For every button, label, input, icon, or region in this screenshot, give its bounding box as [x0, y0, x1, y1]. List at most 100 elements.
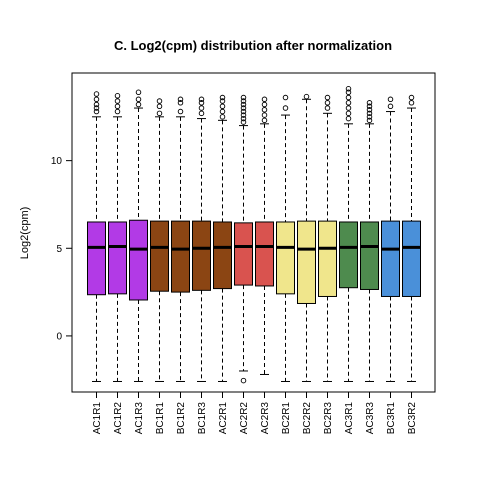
- box: [381, 220, 400, 297]
- outlier-point: [240, 115, 247, 122]
- outlier-point: [240, 98, 247, 104]
- outlier-point: [240, 105, 247, 111]
- plot-frame: [71, 72, 436, 393]
- box: [318, 220, 337, 297]
- x-tick-label: AC3R3: [365, 402, 376, 435]
- outlier-point: [366, 107, 373, 113]
- x-tick-label: AC1R2: [113, 402, 124, 435]
- y-tick-label: 0: [56, 331, 62, 342]
- outlier-point: [198, 105, 205, 111]
- outlier-point: [240, 119, 247, 125]
- x-tick-label: BC3R1: [386, 402, 397, 435]
- outlier-point: [261, 107, 268, 113]
- outlier-point: [345, 105, 352, 111]
- box: [192, 220, 211, 291]
- outlier-point: [198, 110, 205, 117]
- outlier-point: [135, 96, 142, 103]
- outlier-point: [177, 100, 184, 106]
- outlier-point: [219, 114, 226, 120]
- box: [297, 220, 316, 304]
- plot-area: 0 5 10 AC1R1 AC1R2 AC1R3 BC1R1 BC1R2 BC1R3 AC2R1 A…: [51, 72, 436, 435]
- y-axis-label: Log2(cpm): [19, 207, 31, 260]
- outlier-point: [324, 105, 331, 111]
- outlier-point: [366, 110, 373, 117]
- box: [213, 221, 232, 290]
- outlier-point: [345, 89, 352, 96]
- box: [150, 220, 169, 292]
- outlier-point: [198, 100, 205, 106]
- x-tick-label: BC1R2: [176, 402, 187, 435]
- x-tick-label: AC2R3: [260, 402, 271, 435]
- outlier-point: [114, 103, 121, 110]
- outlier-point: [366, 100, 373, 106]
- x-tick-label: BC2R1: [281, 402, 292, 435]
- x-tick-label: AC2R2: [239, 402, 250, 435]
- outlier-point: [345, 100, 352, 106]
- outlier-point: [408, 100, 415, 106]
- box: [129, 219, 148, 301]
- outlier-point: [177, 96, 184, 103]
- x-tick-label: AC3R1: [344, 402, 355, 435]
- outlier-point: [219, 108, 226, 115]
- box: [171, 220, 190, 293]
- outlier-point: [240, 108, 247, 115]
- outlier-point: [114, 98, 121, 104]
- x-tick-label: BC1R3: [197, 402, 208, 435]
- box: [276, 221, 295, 295]
- outlier-point: [93, 91, 100, 97]
- x-tick-label: BC2R3: [323, 402, 334, 435]
- box: [339, 221, 358, 289]
- outlier-point: [240, 112, 247, 118]
- outlier-point: [261, 117, 268, 124]
- outlier-point: [261, 112, 268, 118]
- outlier-point: [324, 94, 331, 101]
- outlier-point: [408, 94, 415, 101]
- box: [87, 221, 106, 296]
- outlier-point: [198, 96, 205, 103]
- outlier-point: [93, 101, 100, 108]
- outlier-point: [177, 108, 184, 115]
- outlier-point: [135, 101, 142, 108]
- outlier-point: [261, 101, 268, 108]
- outlier-point: [345, 115, 352, 122]
- outlier-point: [156, 110, 163, 117]
- box: [255, 221, 274, 287]
- box: [108, 221, 127, 295]
- outlier-point: [93, 105, 100, 111]
- outlier-point: [345, 86, 352, 92]
- box: [402, 220, 421, 297]
- x-tick-label: AC2R1: [218, 402, 229, 435]
- outlier-point: [387, 103, 394, 110]
- outlier-point: [135, 89, 142, 96]
- outlier-point: [156, 103, 163, 110]
- outlier-point: [345, 94, 352, 101]
- outlier-point: [282, 105, 289, 111]
- y-tick-label: 5: [56, 244, 62, 255]
- outlier-point: [303, 93, 310, 100]
- x-tick-label: BC3R2: [407, 402, 418, 435]
- outlier-point: [156, 98, 163, 104]
- outlier-point: [324, 100, 331, 106]
- box: [234, 222, 253, 286]
- box: [360, 221, 379, 290]
- y-tick-label: 10: [51, 156, 63, 167]
- outlier-point: [261, 96, 268, 103]
- x-tick-label: BC1R1: [155, 402, 166, 435]
- outlier-point: [114, 93, 121, 99]
- outlier-point: [366, 103, 373, 110]
- outlier-point: [282, 94, 289, 101]
- outlier-point: [93, 108, 100, 115]
- outlier-point: [387, 96, 394, 103]
- outlier-point: [240, 101, 247, 108]
- x-tick-label: AC1R1: [92, 402, 103, 435]
- outlier-point: [240, 94, 247, 101]
- outlier-point: [114, 108, 121, 115]
- outlier-point: [366, 114, 373, 120]
- outlier-point: [240, 377, 247, 384]
- outlier-point: [219, 94, 226, 101]
- outlier-point: [219, 98, 226, 104]
- x-tick-label: BC2R2: [302, 402, 313, 435]
- x-tick-label: AC1R3: [134, 402, 145, 435]
- outlier-point: [93, 96, 100, 103]
